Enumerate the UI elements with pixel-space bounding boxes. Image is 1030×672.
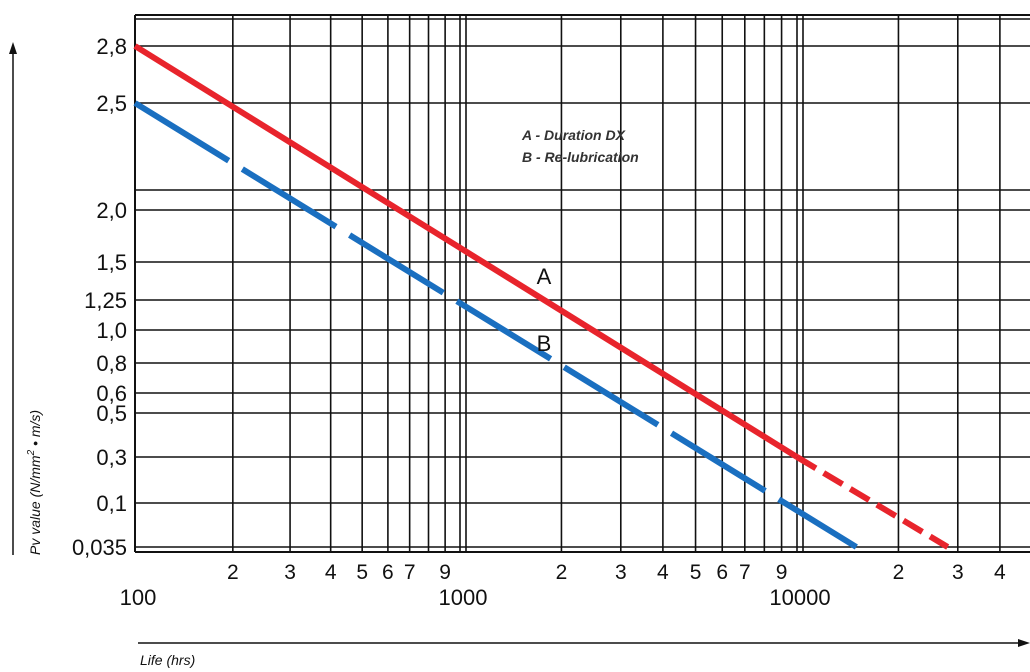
- x-minor-tick-label: 4: [657, 561, 669, 584]
- y-axis-label: Pv value (N/mm2 • m/s): [26, 410, 43, 555]
- y-tick-label: 0,035: [72, 535, 127, 560]
- label-group: 2,8 2,5 2,0 1,5 1,25 1,0 0,8 0,60,5 0,3 0,1 0,035 2…: [9, 34, 1030, 668]
- x-minor-tick-label: 3: [952, 561, 964, 584]
- x-minor-tick-label: 9: [776, 561, 788, 584]
- x-minor-tick-label: 4: [994, 561, 1006, 584]
- x-minor-tick-label: 2: [227, 561, 239, 584]
- x-minor-tick-label: 5: [690, 561, 702, 584]
- series-group: [133, 43, 950, 550]
- y-tick-label: 0,6: [96, 381, 127, 406]
- grid: [134, 14, 1030, 553]
- series-a-label: A: [537, 264, 552, 289]
- x-major-tick-label: 1000: [439, 585, 488, 610]
- y-tick-label: 0,8: [96, 351, 127, 376]
- y-tick-label: 1,5: [96, 250, 127, 275]
- x-major-tick-label: 100: [120, 585, 157, 610]
- series-a-extrapolation: [795, 454, 950, 550]
- legend-entry: A - Duration DX: [521, 127, 627, 143]
- x-minor-tick-label: 3: [284, 561, 296, 584]
- y-tick-label: 2,5: [96, 91, 127, 116]
- y-axis-arrowhead: [9, 42, 17, 54]
- x-axis-arrowhead: [1018, 639, 1030, 647]
- y-tick-label: 1,25: [84, 288, 127, 313]
- x-minor-tick-label: 4: [325, 561, 337, 584]
- y-tick-label: 0,3: [96, 445, 127, 470]
- x-minor-tick-label: 9: [439, 561, 451, 584]
- x-minor-tick-label: 6: [382, 561, 394, 584]
- series-b-line: [133, 100, 858, 550]
- x-axis-label: Life (hrs): [140, 652, 195, 668]
- legend-entry: B - Re-lubrication: [522, 149, 639, 165]
- y-tick-label: 2,0: [96, 198, 127, 223]
- x-minor-tick-label: 6: [716, 561, 728, 584]
- series-b-label: B: [537, 331, 552, 356]
- y-tick-label: 0,1: [96, 491, 127, 516]
- x-minor-tick-label: 7: [404, 561, 416, 584]
- y-tick-label: 0,5: [96, 401, 127, 426]
- x-minor-tick-label: 7: [739, 561, 751, 584]
- y-tick-label: 1,0: [96, 318, 127, 343]
- y-tick-label: 2,8: [96, 34, 127, 59]
- x-minor-tick-label: 5: [356, 561, 368, 584]
- series-a-line: [133, 43, 799, 460]
- x-minor-tick-label: 2: [556, 561, 568, 584]
- x-minor-tick-label: 2: [893, 561, 905, 584]
- x-major-tick-label: 10000: [769, 585, 830, 610]
- x-minor-tick-label: 3: [615, 561, 627, 584]
